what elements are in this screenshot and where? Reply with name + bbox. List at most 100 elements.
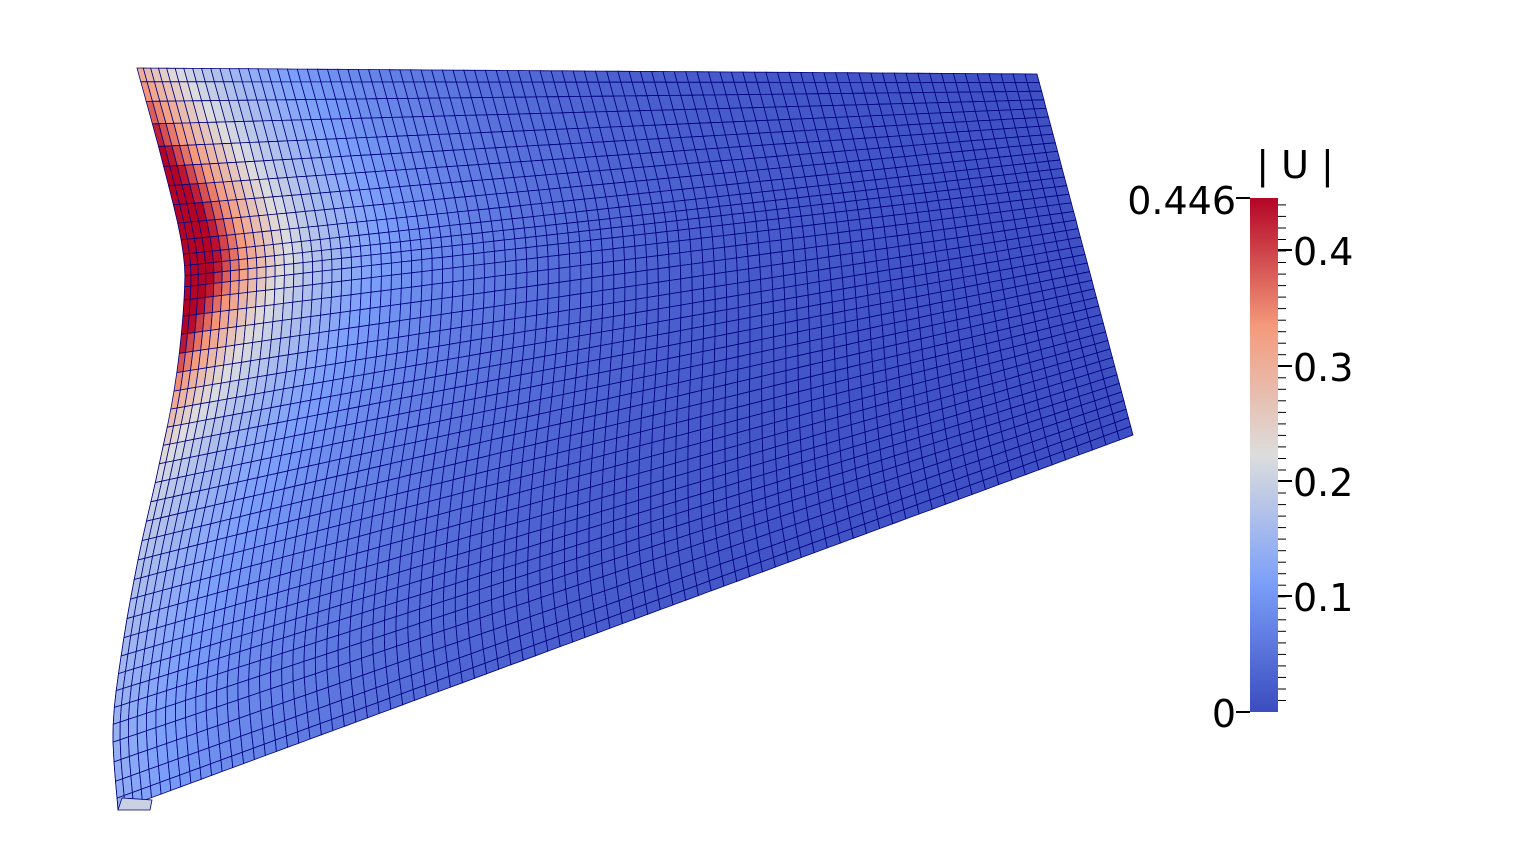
mesh-cell [765, 208, 779, 221]
mesh-cell [780, 238, 794, 253]
mesh-cell [430, 298, 443, 317]
mesh-cell [450, 310, 463, 330]
mesh-cell [440, 235, 453, 248]
mesh-cell [770, 263, 785, 279]
mesh-cell [350, 245, 362, 258]
mesh-cell [937, 198, 953, 211]
mesh-cell [779, 227, 793, 241]
mesh-cell [821, 202, 836, 215]
mesh-cell [610, 226, 624, 239]
mesh-cell [735, 243, 749, 259]
mesh-cell [272, 302, 284, 323]
mesh-cell [461, 233, 474, 246]
mesh-cell [480, 220, 494, 234]
mesh-cell [523, 329, 537, 347]
mesh-cell [623, 312, 637, 329]
mesh-cell [587, 219, 601, 231]
mesh-cell [651, 202, 665, 215]
mesh-cell [195, 297, 206, 315]
mesh-cell [221, 281, 231, 296]
mesh-cell [321, 248, 333, 261]
mesh-cell [211, 249, 223, 263]
mesh-cell [1045, 150, 1061, 162]
mesh-cell [238, 268, 249, 281]
mesh-cell [711, 235, 725, 250]
mesh-cell [500, 347, 514, 365]
mesh-cell [901, 193, 916, 205]
mesh-cell [643, 222, 657, 235]
mesh-cell [491, 319, 505, 338]
mesh-cell [657, 306, 671, 323]
mesh-cell [547, 254, 560, 271]
mesh-cell [458, 340, 472, 359]
mesh-cell [880, 205, 895, 218]
mesh-cell [712, 246, 726, 262]
mesh-cell [731, 212, 746, 225]
mesh-cell [431, 256, 444, 271]
mesh-cell [804, 246, 818, 261]
mesh-cell [493, 239, 506, 252]
mesh-cell [629, 204, 643, 217]
mesh-cell [811, 213, 826, 226]
mesh-cell [668, 265, 682, 281]
mesh-cell [624, 271, 637, 288]
mesh-cell [703, 286, 716, 302]
bottom-edge-face [117, 797, 153, 811]
mesh-cell [558, 294, 571, 313]
mesh-cell [837, 230, 852, 245]
mesh-cell [714, 271, 727, 288]
mesh-cell [635, 256, 648, 273]
mesh-cell [481, 231, 495, 243]
mesh-cell [868, 206, 883, 219]
mesh-cell [878, 196, 893, 208]
mesh-cell [483, 275, 496, 294]
mesh-cell [613, 259, 626, 276]
mesh-cell [710, 224, 724, 238]
mesh-cell [442, 267, 454, 284]
mesh-cell [493, 289, 506, 308]
deformed-mesh[interactable] [112, 67, 1134, 811]
mesh-cell [634, 323, 648, 340]
mesh-cell [833, 201, 847, 213]
mesh-cell [578, 230, 591, 242]
mesh-cell [865, 188, 880, 200]
colorbar-tick-0.1: 0.1 [1278, 576, 1353, 620]
mesh-cell [421, 269, 433, 287]
mesh-cell [263, 244, 275, 258]
mesh-cell [828, 254, 842, 269]
mesh-cell [387, 320, 401, 340]
mesh-cell [609, 216, 623, 229]
mesh-cell [621, 225, 635, 238]
mesh-cell [679, 250, 693, 267]
mesh-cell [127, 733, 139, 758]
mesh-cell [929, 218, 945, 232]
mesh-cells [112, 67, 1134, 811]
mesh-cell [601, 316, 614, 333]
mesh-cell [816, 256, 831, 271]
mesh-cell [596, 208, 611, 221]
mesh-cell [533, 341, 547, 359]
mesh-cell [657, 266, 670, 283]
mesh-cell [328, 312, 341, 332]
mesh-cell [388, 230, 401, 244]
mesh-cell [724, 245, 738, 260]
mesh-cell [590, 238, 603, 252]
mesh-cell [451, 295, 464, 314]
mesh-cell [359, 291, 372, 311]
mesh-cell [1040, 133, 1056, 145]
mesh-cell [860, 227, 875, 242]
mesh-cell [580, 277, 593, 295]
mesh-cell [205, 272, 215, 285]
mesh-cell [602, 288, 615, 306]
mesh-cell [341, 267, 352, 282]
mesh-cell [1038, 125, 1054, 136]
mesh-cell [748, 266, 762, 282]
mesh-cell [165, 720, 178, 745]
mesh-cell [554, 212, 568, 225]
mesh-cell [742, 211, 757, 224]
mesh-cell [590, 304, 604, 321]
mesh-cell [646, 308, 659, 325]
mesh-cell [688, 227, 702, 241]
mesh-cell [273, 287, 285, 306]
